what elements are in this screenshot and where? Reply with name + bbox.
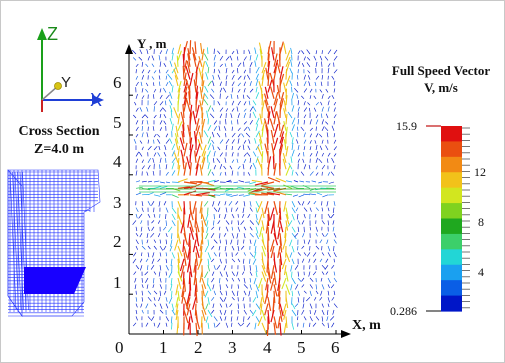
- plot-y-axis-title: Y , m: [137, 36, 167, 51]
- legend-unit: V, m/s: [424, 80, 458, 95]
- legend-min-label: 0.286: [390, 304, 417, 318]
- legend-tick-label: 8: [478, 215, 484, 229]
- legend-tick-label: 12: [474, 165, 486, 179]
- x-tick-label: 4: [263, 338, 272, 357]
- x-tick-label: 6: [331, 338, 340, 357]
- y-tick-label: 1: [113, 273, 122, 292]
- x-tick-label: 2: [194, 338, 203, 357]
- plot-x-axis-title: X, m: [352, 318, 381, 333]
- y-tick-label: 4: [113, 152, 122, 171]
- y-tick-label: 5: [113, 113, 122, 132]
- y-tick-label: 3: [113, 193, 122, 212]
- y-tick-label: 2: [113, 232, 122, 251]
- x-tick-label: 1: [159, 338, 168, 357]
- x-tick-label: 5: [297, 338, 306, 357]
- x-tick-label: 0: [115, 338, 124, 357]
- legend-tick-label: 4: [478, 265, 484, 279]
- z-axis-label: Z: [47, 24, 58, 44]
- x-axis-icon-label: X: [90, 90, 103, 110]
- cross-section-subtitle: Z=4.0 m: [34, 142, 84, 157]
- cross-section-title: Cross Section: [18, 124, 100, 139]
- y-axis-icon-label: Y: [61, 74, 72, 91]
- x-tick-label: 3: [228, 338, 237, 357]
- legend-title: Full Speed Vector: [391, 63, 491, 78]
- y-tick-label: 6: [113, 73, 122, 92]
- legend-max-label: 15.9: [396, 119, 417, 133]
